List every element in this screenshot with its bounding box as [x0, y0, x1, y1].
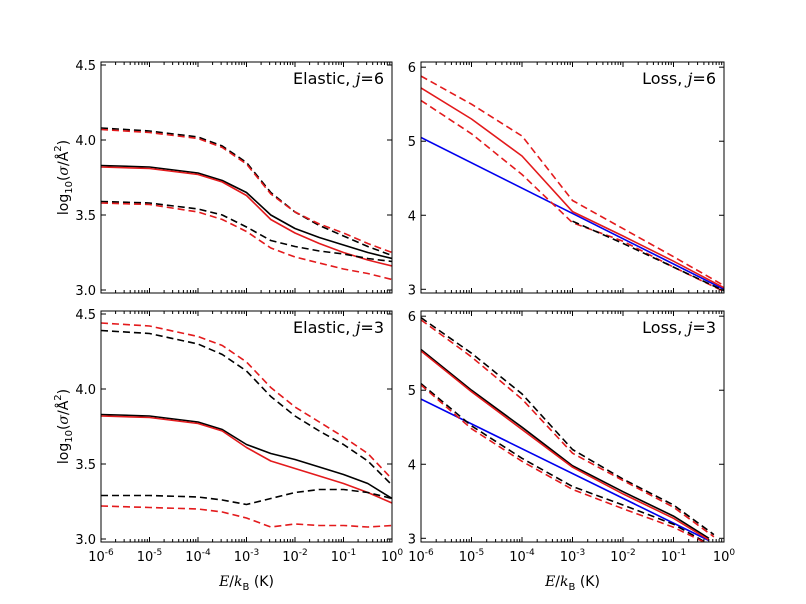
- panel-loss-j3: 10-6 10-5 10-4 10-3 10-2 10-1 100 3 4 5 6 Loss, j=3…: [408, 310, 736, 593]
- x-tick-label: 10-6: [88, 548, 114, 565]
- series-line-black-dashed-2: [101, 127, 392, 257]
- x-tick-label: 10-1: [331, 548, 357, 565]
- series-line-red-dashed-3: [421, 99, 724, 293]
- series-line-black-dashed-5: [421, 382, 705, 542]
- y-tick-label: 3: [408, 283, 416, 298]
- y-tick-label: 5: [408, 384, 416, 399]
- y-tick-label: 3.0: [75, 284, 96, 299]
- x-tick-label: 10-1: [661, 548, 687, 565]
- series-line-red-dashed-5: [101, 505, 392, 528]
- x-tick-label: 10-5: [459, 548, 485, 565]
- series-line-black-dashed-2: [101, 329, 392, 486]
- plot-frame: [100, 310, 393, 543]
- x-tick-label: 10-5: [137, 548, 163, 565]
- series-line-red-dashed-5: [101, 202, 392, 281]
- x-tick-label: 10-3: [560, 548, 586, 565]
- plot-frame: [420, 61, 725, 294]
- y-tick-label: 3: [408, 532, 416, 547]
- series-group: [421, 317, 715, 542]
- y-tick-label: 4: [408, 209, 416, 224]
- series-line-red-solid-1: [101, 166, 392, 267]
- series-group: [101, 127, 392, 281]
- y-tick-label: 4.5: [75, 59, 96, 74]
- x-tick-label: 100: [381, 548, 404, 565]
- x-tick-label: 10-2: [282, 548, 308, 565]
- series-line-black-dashed-4: [572, 220, 724, 292]
- series-line-red-dashed-2: [421, 75, 724, 287]
- x-tick-label: 10-2: [610, 548, 636, 565]
- y-axis-label: log10(σ/Å2): [53, 389, 75, 464]
- series-line-black-dashed-3: [421, 317, 715, 536]
- x-tick-label: 10-3: [234, 548, 260, 565]
- series-line-red-dashed-4: [421, 319, 715, 538]
- series-line-black-solid-1: [421, 348, 710, 539]
- y-tick-label: 6: [408, 310, 416, 325]
- panel-title: Elastic, j=3: [293, 318, 384, 337]
- panel-title: Loss, j=6: [642, 69, 716, 88]
- y-tick-label: 4: [408, 458, 416, 473]
- series-line-black-dashed-4: [101, 200, 392, 263]
- panel-loss-j6: 3 4 5 6 Loss, j=6: [408, 61, 725, 298]
- y-tick-label: 4.5: [75, 308, 96, 323]
- plot-frame: [420, 310, 725, 543]
- y-tick-label: 3.5: [75, 209, 96, 224]
- series-line-black-solid-0: [101, 164, 392, 260]
- x-tick-label: 10-4: [509, 548, 535, 565]
- y-tick-label: 4.0: [75, 383, 96, 398]
- series-line-red-dashed-6: [421, 384, 705, 542]
- x-axis-label: E/kB (K): [218, 574, 274, 593]
- series-line-blue-solid-0: [421, 136, 724, 291]
- plot-frame: [100, 61, 393, 294]
- x-tick-label: 100: [713, 548, 736, 565]
- series-line-black-solid-0: [101, 413, 392, 500]
- series-line-red-solid-1: [101, 415, 392, 504]
- series-line-red-dashed-3: [101, 128, 392, 254]
- y-tick-label: 4.0: [75, 134, 96, 149]
- series-line-black-dashed-4: [101, 488, 392, 506]
- x-tick-label: 10-4: [185, 548, 211, 565]
- x-axis-label: E/kB (K): [544, 574, 600, 593]
- series-group: [101, 322, 392, 528]
- panel-elastic-j3: 10-6 10-5 10-4 10-3 10-2 10-1 100 3.0 3.5 4.0 4.5 E…: [53, 308, 403, 593]
- series-line-red-solid-1: [421, 87, 724, 289]
- y-tick-label: 3.0: [75, 533, 96, 548]
- y-tick-label: 5: [408, 135, 416, 150]
- panel-title: Elastic, j=6: [293, 69, 384, 88]
- panel-elastic-j6: 3.0 3.5 4.0 4.5 Elastic, j=6 log10(σ/Å2): [53, 59, 393, 299]
- y-tick-label: 3.5: [75, 458, 96, 473]
- series-line-red-dashed-3: [101, 322, 392, 480]
- panel-title: Loss, j=3: [642, 318, 716, 337]
- x-tick-label: 10-6: [408, 548, 434, 565]
- series-line-red-solid-2: [421, 350, 710, 541]
- y-tick-label: 6: [408, 61, 416, 76]
- y-axis-label: log10(σ/Å2): [53, 140, 75, 215]
- series-group: [421, 75, 724, 293]
